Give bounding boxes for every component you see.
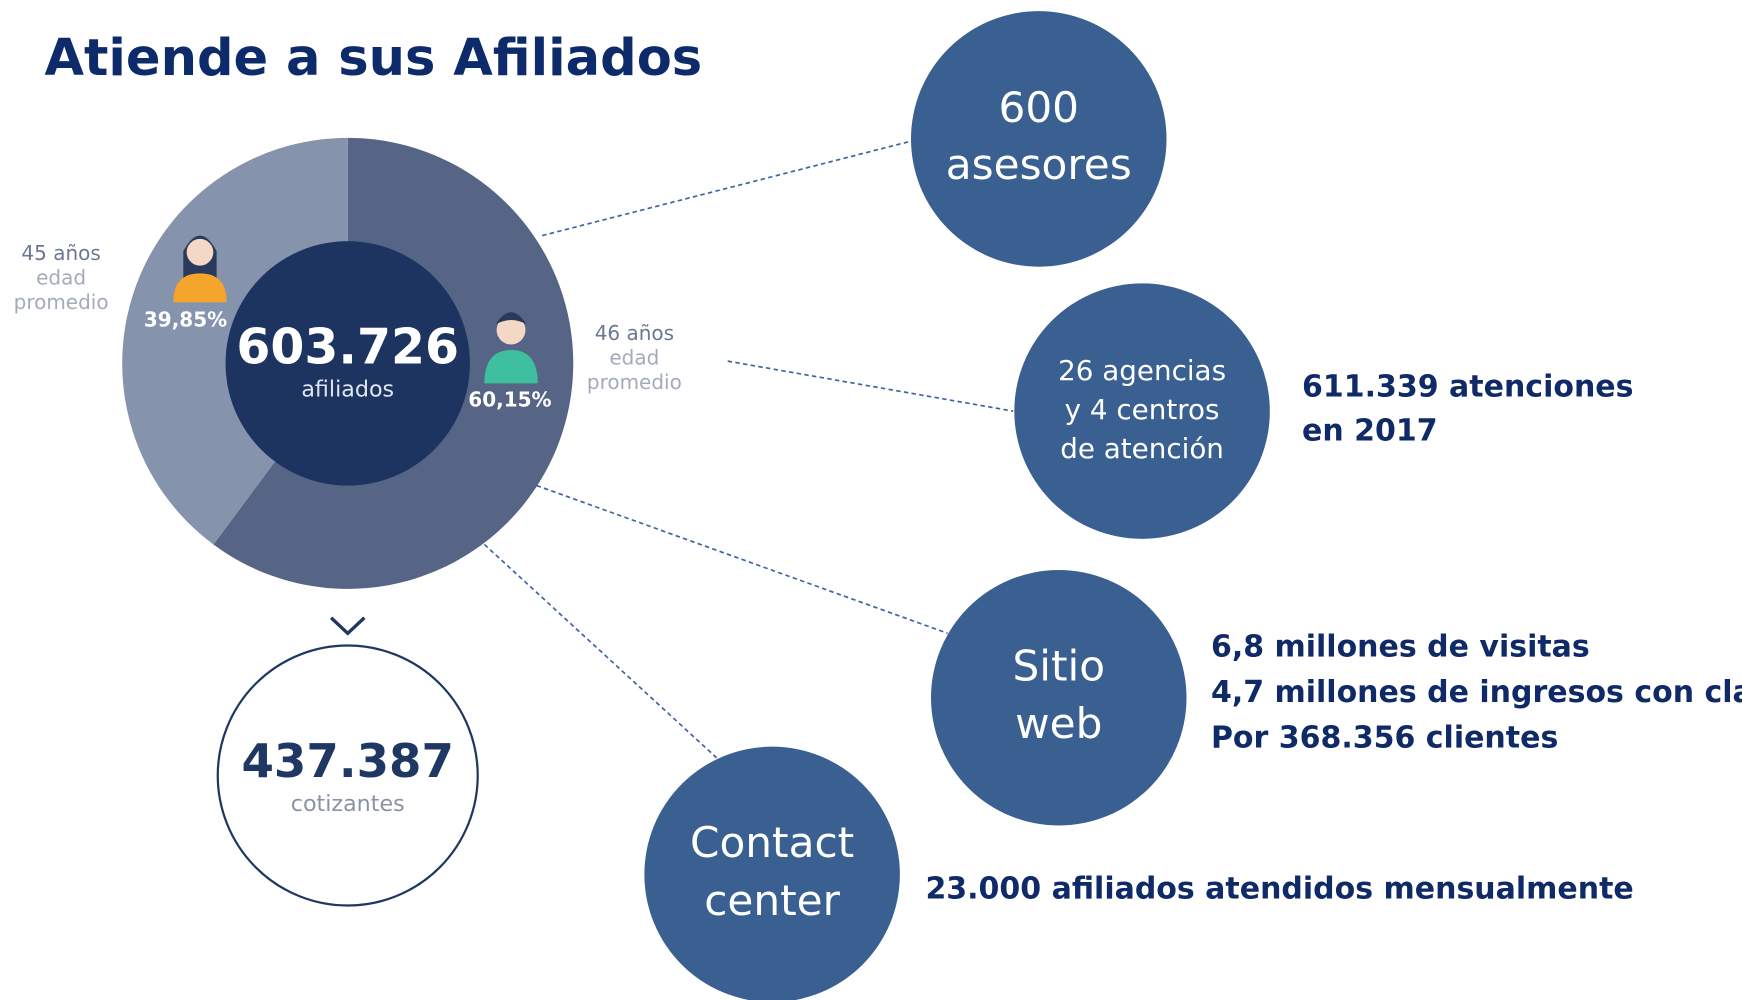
center-value: 603.726 <box>236 319 459 376</box>
chevron <box>329 616 366 636</box>
cotizantes-label: cotizantes <box>291 791 405 817</box>
age-label: promedio <box>14 290 109 314</box>
channel-label: web <box>1015 699 1102 748</box>
channel-circle <box>910 11 1167 267</box>
channel-label: y 4 centros <box>1065 393 1220 426</box>
title: Atiende a sus Afiliados <box>44 29 702 88</box>
age-value: 45 años <box>21 241 100 265</box>
age-label: edad <box>36 265 86 289</box>
age-label: promedio <box>587 370 682 394</box>
center-label: afiliados <box>301 377 394 403</box>
channel-circle <box>1014 283 1270 539</box>
channel-label: asesores <box>946 140 1132 189</box>
donut-center <box>225 241 470 486</box>
channel-label: 26 agencias <box>1058 354 1226 387</box>
channel-detail: en 2017 <box>1302 414 1438 449</box>
share-label: 60,15% <box>468 388 551 412</box>
cotizantes-value: 437.387 <box>241 735 454 789</box>
female-icon <box>173 235 227 303</box>
channel-label: center <box>704 876 840 925</box>
age-label: edad <box>609 345 659 369</box>
age-value: 46 años <box>595 321 674 345</box>
share-label: 39,85% <box>144 308 227 332</box>
connectors <box>483 140 1014 759</box>
channel-label: 600 <box>998 83 1079 132</box>
channel-detail: 4,7 millones de ingresos con clave <box>1211 675 1742 710</box>
channel-detail: 6,8 millones de visitas <box>1211 629 1590 664</box>
channel-detail: 23.000 afiliados atendidos mensualmente <box>925 871 1633 906</box>
channels: 600 asesores 26 agencias y 4 centros de aten… <box>644 11 1742 1000</box>
channel-circle <box>930 569 1187 826</box>
channel-label: Sitio <box>1012 641 1105 690</box>
channel-label: Contact <box>690 818 854 867</box>
male-icon <box>484 312 538 384</box>
channel-detail: 611.339 atenciones <box>1302 369 1633 404</box>
cotizantes-circle <box>216 644 479 907</box>
channel-detail: Por 368.356 clientes <box>1211 720 1558 755</box>
channel-label: de atención <box>1060 432 1224 465</box>
channel-circle <box>644 746 900 1000</box>
